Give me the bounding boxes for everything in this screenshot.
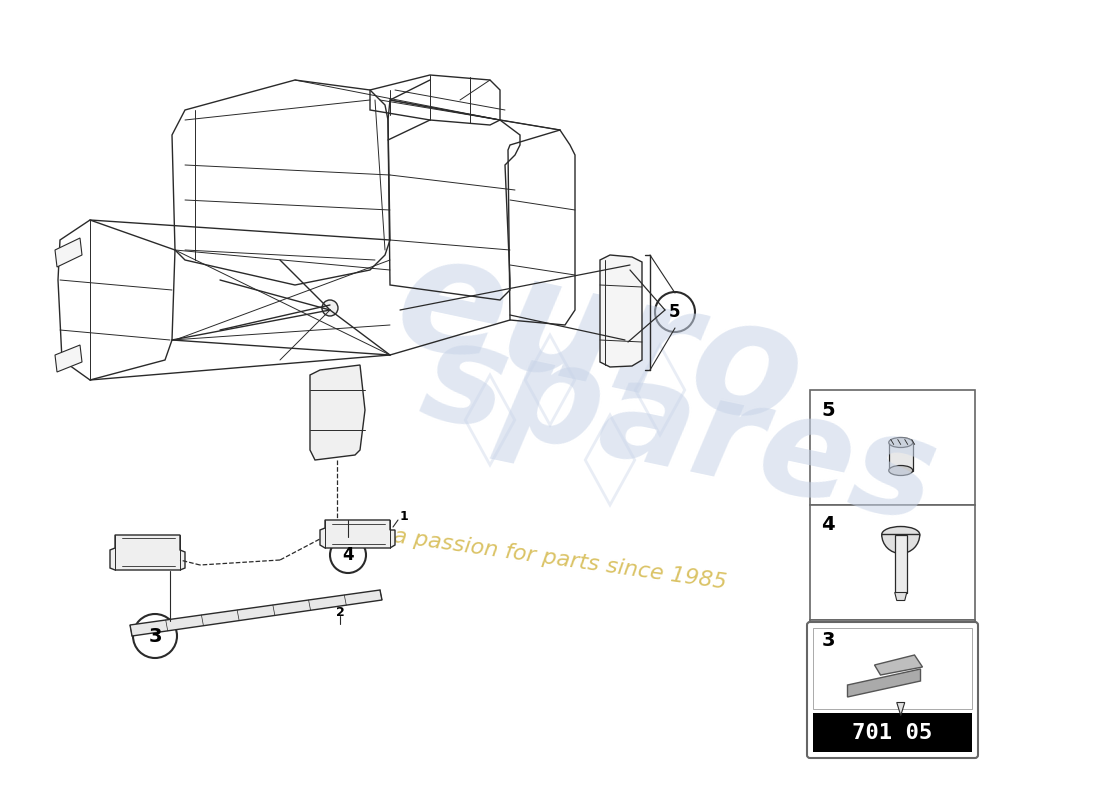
Polygon shape — [894, 593, 906, 601]
Polygon shape — [320, 520, 395, 548]
Bar — [813, 628, 972, 709]
Polygon shape — [55, 345, 82, 372]
Circle shape — [333, 381, 341, 389]
Text: 5: 5 — [822, 401, 835, 419]
Wedge shape — [882, 534, 920, 554]
Circle shape — [333, 431, 341, 439]
Bar — [813, 713, 972, 752]
Bar — [810, 620, 975, 735]
Polygon shape — [110, 535, 185, 570]
Text: 3: 3 — [822, 630, 835, 650]
Text: 4: 4 — [342, 546, 354, 564]
Circle shape — [133, 614, 177, 658]
Text: 5: 5 — [669, 303, 681, 321]
Polygon shape — [130, 590, 382, 636]
Circle shape — [333, 406, 341, 414]
Polygon shape — [600, 255, 642, 367]
Text: 4: 4 — [822, 515, 835, 534]
Circle shape — [165, 548, 175, 558]
Bar — [889, 442, 913, 470]
Circle shape — [322, 300, 338, 316]
Text: 701 05: 701 05 — [852, 723, 933, 743]
Text: spares: spares — [411, 310, 949, 550]
Ellipse shape — [882, 526, 920, 542]
Polygon shape — [55, 238, 82, 267]
Ellipse shape — [890, 682, 912, 690]
Bar — [810, 390, 975, 505]
Polygon shape — [310, 365, 365, 460]
Circle shape — [896, 651, 904, 659]
Text: euro: euro — [383, 222, 817, 458]
Ellipse shape — [889, 438, 913, 447]
Bar — [894, 534, 906, 593]
FancyBboxPatch shape — [807, 622, 978, 758]
Polygon shape — [847, 669, 921, 697]
Text: 2: 2 — [336, 606, 344, 618]
Bar — [810, 505, 975, 620]
Text: 3: 3 — [148, 626, 162, 646]
Text: 1: 1 — [400, 510, 409, 523]
Ellipse shape — [882, 650, 918, 665]
Bar — [895, 658, 905, 702]
Text: a passion for parts since 1985: a passion for parts since 1985 — [392, 526, 728, 594]
Polygon shape — [896, 702, 904, 715]
Circle shape — [654, 292, 695, 332]
Polygon shape — [874, 655, 923, 675]
Circle shape — [330, 537, 366, 573]
Ellipse shape — [889, 466, 913, 475]
Wedge shape — [882, 658, 918, 675]
Circle shape — [376, 530, 384, 538]
